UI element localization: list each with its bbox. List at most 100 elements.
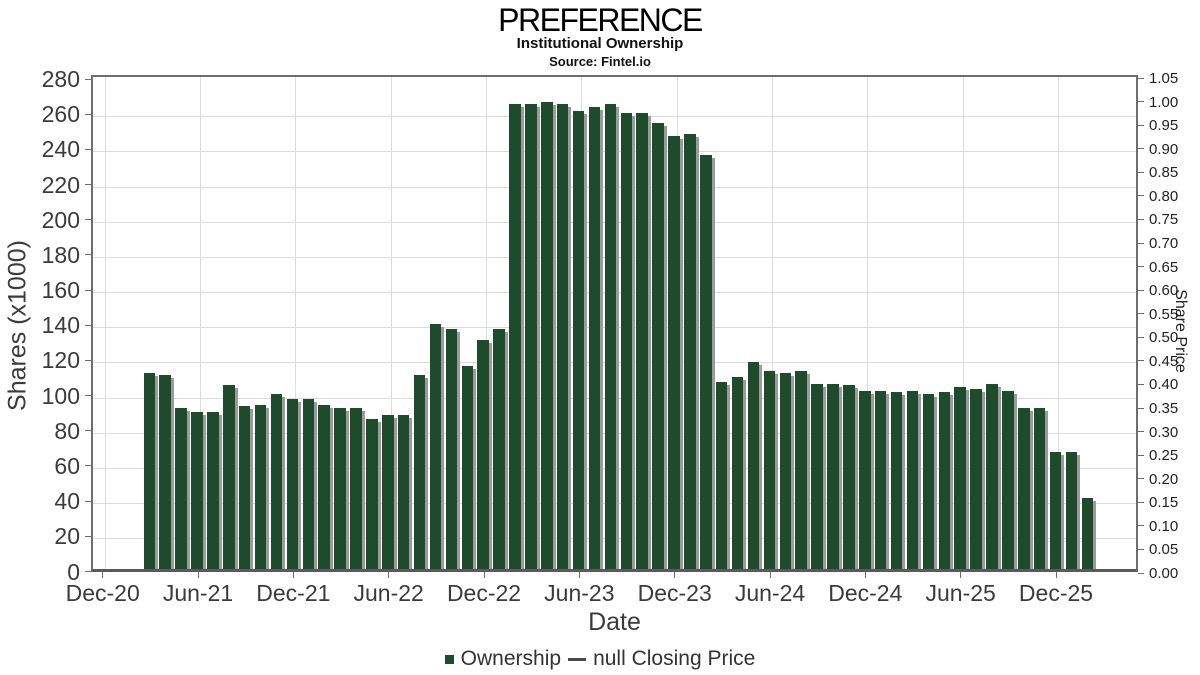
y2-tick-label: 0.25 (1149, 447, 1179, 465)
ownership-bar[interactable] (859, 390, 874, 569)
ownership-bar[interactable] (588, 107, 604, 569)
ownership-bar[interactable] (302, 399, 317, 569)
y2-tickmark (1138, 572, 1144, 574)
bar-shadow (520, 106, 524, 569)
y2-tickmark (1138, 478, 1144, 480)
ownership-bar[interactable] (556, 103, 572, 569)
ownership-bar[interactable] (238, 406, 254, 569)
bar-shadow (886, 393, 890, 569)
ownership-bar[interactable] (207, 411, 222, 569)
y2-tickmark (1138, 525, 1144, 527)
x-tick-label: Jun-25 (925, 580, 996, 606)
bar-shadow (695, 136, 699, 569)
bar-shadow (250, 409, 254, 569)
ownership-bar[interactable] (1018, 408, 1033, 569)
bar-shadow (425, 377, 429, 569)
y2-tick-label: 0.00 (1149, 565, 1179, 582)
ownership-bar[interactable] (413, 374, 429, 569)
ownership-bar[interactable] (811, 383, 826, 569)
ownership-bar[interactable] (1065, 452, 1081, 569)
ownership-bar[interactable] (461, 365, 476, 569)
ownership-bar[interactable] (1033, 408, 1049, 569)
ownership-bar[interactable] (652, 123, 667, 569)
ownership-bar[interactable] (843, 385, 858, 569)
ownership-bar[interactable] (254, 404, 270, 569)
v-gridline (1058, 77, 1059, 569)
ownership-bar[interactable] (493, 329, 508, 569)
ownership-bar[interactable] (938, 392, 953, 569)
ownership-bar[interactable] (715, 381, 731, 569)
bar-shadow (1045, 411, 1049, 569)
ownership-bar[interactable] (636, 112, 651, 569)
bar-shadow (345, 411, 349, 569)
ownership-bar[interactable] (223, 385, 238, 569)
ownership-bar[interactable] (191, 411, 206, 569)
bar-shadow (1013, 393, 1017, 569)
ownership-bar[interactable] (175, 408, 190, 569)
ownership-bar[interactable] (143, 373, 158, 569)
x-tickmark (483, 572, 485, 578)
x-tick-label: Dec-21 (256, 580, 331, 606)
y2-tick-label: 0.85 (1149, 164, 1179, 182)
y-tickmark (85, 535, 91, 537)
ownership-bar[interactable] (1081, 497, 1097, 569)
ownership-bar[interactable] (541, 102, 556, 569)
ownership-bar[interactable] (509, 103, 524, 569)
v-gridline (295, 77, 297, 569)
y-tick-label: 220 (41, 171, 80, 198)
ownership-bar[interactable] (1002, 390, 1017, 569)
x-tick-label: Jun-23 (544, 580, 615, 606)
ownership-bar[interactable] (397, 415, 413, 569)
ownership-bar[interactable] (620, 112, 635, 569)
y2-tickmark (1138, 289, 1144, 291)
bar-shadow (186, 411, 190, 569)
legend: Ownership null Closing Price (0, 645, 1200, 673)
ownership-bar[interactable] (334, 408, 349, 569)
ownership-bar[interactable] (827, 383, 842, 569)
y2-tick-label: 0.90 (1149, 140, 1179, 158)
ownership-bar[interactable] (477, 339, 492, 569)
bar-shadow (473, 368, 476, 569)
ownership-bar[interactable] (429, 323, 445, 569)
ownership-bar[interactable] (795, 371, 810, 569)
bar-shadow (647, 115, 651, 569)
ownership-bar[interactable] (890, 392, 906, 569)
ownership-bar[interactable] (366, 418, 381, 569)
ownership-bar[interactable] (684, 133, 699, 569)
x-tickmark (960, 572, 962, 578)
y2-tickmark (1138, 266, 1144, 268)
ownership-bar[interactable] (906, 390, 922, 569)
y2-tick-label: 0.30 (1149, 423, 1179, 441)
bar-shadow (536, 106, 540, 569)
ownership-bar[interactable] (445, 329, 461, 569)
ownership-bar[interactable] (970, 388, 985, 569)
ownership-bar[interactable] (954, 387, 969, 569)
ownership-bar[interactable] (270, 394, 286, 569)
ownership-bar[interactable] (604, 103, 620, 569)
ownership-bar[interactable] (700, 154, 715, 569)
bar-shadow (616, 106, 620, 569)
ownership-bar[interactable] (779, 373, 794, 569)
ownership-bar[interactable] (922, 394, 938, 569)
ownership-bar[interactable] (1049, 452, 1065, 569)
x-tickmark (197, 572, 199, 578)
ownership-bar[interactable] (731, 376, 747, 569)
ownership-bar[interactable] (874, 390, 890, 569)
ownership-bar[interactable] (572, 111, 588, 569)
y2-tick-label: 1.00 (1149, 93, 1179, 111)
x-tick-label: Jun-22 (353, 580, 424, 606)
ownership-bar[interactable] (159, 374, 174, 569)
bar-shadow (377, 421, 381, 569)
ownership-bar[interactable] (986, 383, 1001, 569)
ownership-bar[interactable] (318, 404, 333, 569)
x-tickmark (864, 572, 866, 578)
bar-shadow (170, 377, 174, 569)
ownership-bar[interactable] (747, 362, 763, 569)
ownership-bar[interactable] (668, 135, 683, 569)
ownership-bar[interactable] (525, 103, 540, 569)
y-tick-label: 280 (41, 66, 80, 93)
ownership-bar[interactable] (286, 399, 302, 569)
ownership-bar[interactable] (763, 371, 779, 569)
ownership-bar[interactable] (382, 415, 397, 569)
ownership-bar[interactable] (350, 408, 365, 569)
